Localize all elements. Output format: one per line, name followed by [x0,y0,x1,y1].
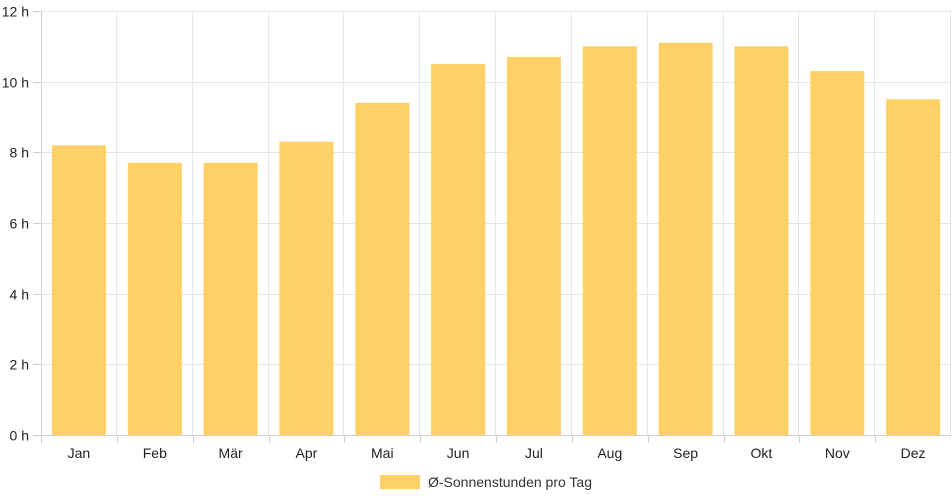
bar-jan[interactable] [51,145,106,436]
x-tick-label: Dez [901,445,926,461]
legend[interactable]: Ø-Sonnenstunden pro Tag [380,474,592,490]
bar-nov[interactable] [810,71,865,435]
y-tick-labels: 0 h 2 h 4 h 6 h 8 h 10 h 12 h [2,4,29,444]
y-tick-label: 12 h [2,4,29,20]
x-tick-label: Feb [143,445,167,461]
grid-layer [41,11,951,435]
bar-aug[interactable] [582,46,637,436]
y-tick-label: 4 h [10,287,29,303]
bar-sep[interactable] [658,42,713,436]
x-tick-label: Okt [751,445,773,461]
bar-jul[interactable] [506,56,561,436]
bar-okt[interactable] [734,46,789,436]
bar-mär[interactable] [203,162,258,435]
x-tick-label: Jun [447,445,470,461]
x-tick-label: Aug [597,445,622,461]
legend-label[interactable]: Ø-Sonnenstunden pro Tag [428,474,592,490]
x-tick-labels: Jan Feb Mär Apr Mai Jun Jul Aug Sep Okt Nov Dez [68,445,926,461]
bar-apr[interactable] [279,141,334,435]
x-tick-label: Jul [525,445,543,461]
bar-dez[interactable] [886,99,941,436]
y-tick-label: 0 h [10,428,29,444]
x-tick-label: Sep [673,445,698,461]
x-tick-label: Jan [68,445,91,461]
y-tick-label: 2 h [10,357,29,373]
x-tick-label: Mai [371,445,394,461]
x-tick-label: Apr [296,445,318,461]
x-tick-label: Mär [219,445,243,461]
bar-feb[interactable] [127,162,182,435]
bar-jun[interactable] [431,64,486,435]
legend-swatch[interactable] [380,475,421,489]
y-tick-label: 10 h [2,75,29,91]
axis-layer [33,11,951,443]
y-tick-label: 8 h [10,145,29,161]
bar-mai[interactable] [355,102,410,436]
y-tick-label: 6 h [10,216,29,232]
bar-layer [51,42,941,436]
x-tick-label: Nov [825,445,850,461]
